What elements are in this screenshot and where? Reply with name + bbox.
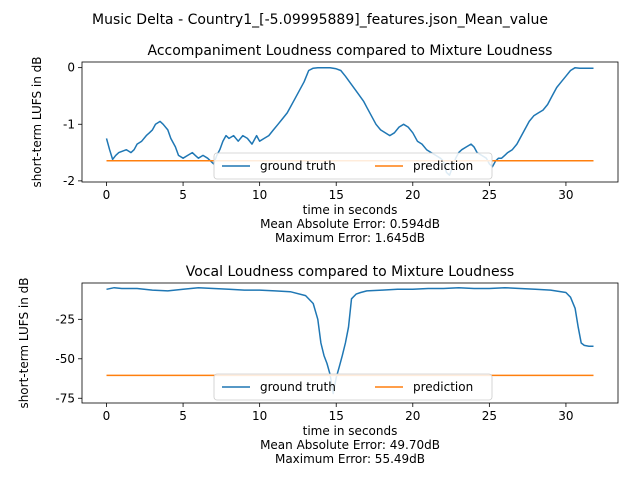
x-tick-label: 20 (405, 409, 420, 423)
x-tick-label: 30 (558, 409, 573, 423)
x-tick-label: 5 (179, 188, 187, 202)
legend-label: prediction (413, 159, 473, 173)
metric-text: Maximum Error: 55.49dB (275, 452, 425, 466)
x-axis-label: time in seconds (303, 424, 398, 438)
axes-frame (81, 61, 619, 183)
y-tick-label: -1 (63, 117, 75, 131)
y-tick-label: -75 (55, 391, 75, 405)
metric-text: Maximum Error: 1.645dB (275, 231, 425, 245)
x-tick-label: 15 (329, 409, 344, 423)
y-axis-label: short-term LUFS in dB (30, 56, 44, 187)
y-axis-label: short-term LUFS in dB (17, 277, 31, 408)
legend-label: ground truth (260, 380, 336, 394)
y-tick-label: -25 (55, 312, 75, 326)
legend-box (213, 373, 493, 401)
legend-label: prediction (413, 380, 473, 394)
legend-label: ground truth (260, 159, 336, 173)
x-axis-label: time in seconds (303, 203, 398, 217)
subplot-2: Vocal Loudness compared to Mixture Loudn… (17, 264, 619, 466)
x-tick-label: 5 (179, 409, 187, 423)
legend: ground truth prediction (213, 152, 493, 180)
x-tick-label: 25 (482, 188, 497, 202)
x-tick-label: 15 (329, 188, 344, 202)
x-tick-label: 20 (405, 188, 420, 202)
y-tick-label: -2 (63, 174, 75, 188)
x-tick-label: 0 (103, 409, 111, 423)
x-tick-label: 10 (252, 409, 267, 423)
subplot-title: Vocal Loudness compared to Mixture Loudn… (186, 264, 514, 280)
y-tick-label: 0 (67, 61, 75, 75)
metric-text: Mean Absolute Error: 49.70dB (260, 438, 440, 452)
series-line-ground-truth (106, 286, 594, 395)
y-tick-label: -50 (55, 352, 75, 366)
figure-suptitle: Music Delta - Country1_[-5.09995889]_fea… (92, 12, 548, 28)
legend: ground truth prediction (213, 373, 493, 401)
legend-box (213, 152, 493, 180)
x-tick-label: 0 (103, 188, 111, 202)
metric-text: Mean Absolute Error: 0.594dB (260, 217, 440, 231)
subplot-1: Accompaniment Loudness compared to Mixtu… (30, 43, 619, 245)
axes-frame (81, 282, 619, 404)
x-tick-label: 30 (558, 188, 573, 202)
series-line-ground-truth (105, 66, 594, 176)
subplot-title: Accompaniment Loudness compared to Mixtu… (148, 43, 553, 59)
x-tick-label: 10 (252, 188, 267, 202)
plots: Accompaniment Loudness compared to Mixtu… (17, 43, 619, 466)
x-tick-label: 25 (482, 409, 497, 423)
